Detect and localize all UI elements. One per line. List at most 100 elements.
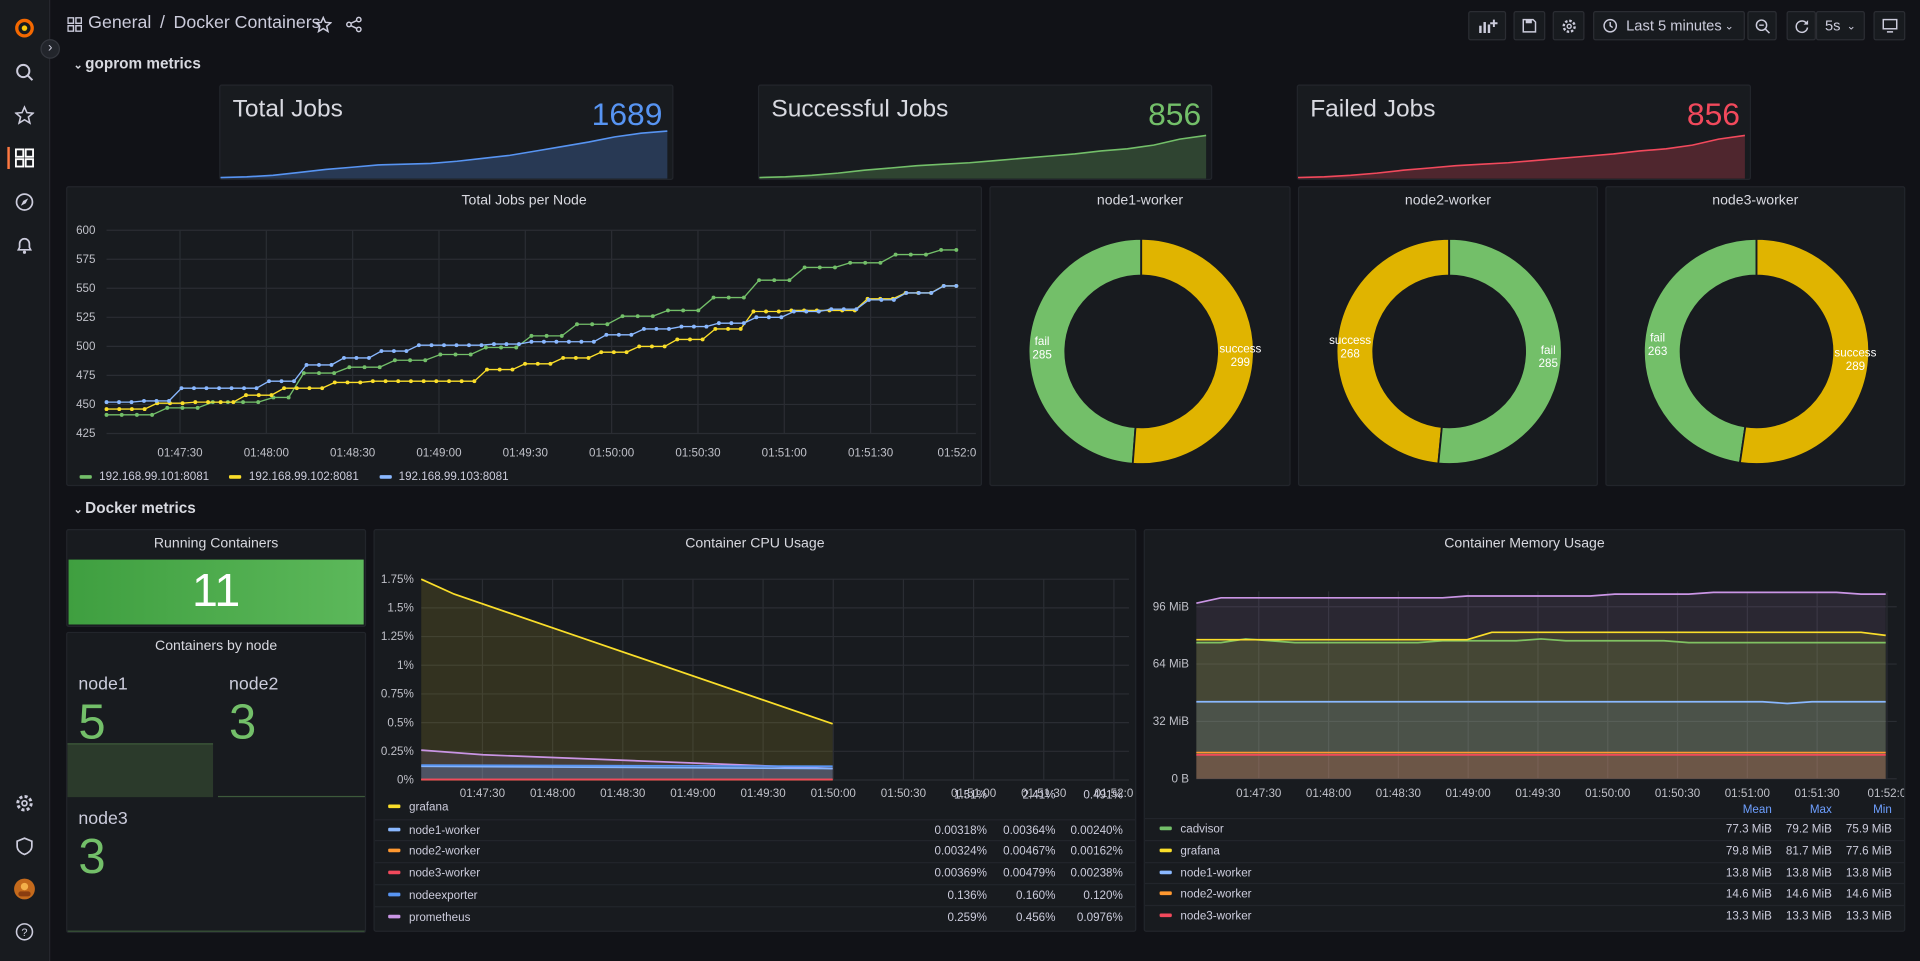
data-point [523, 361, 528, 366]
node-label: node3 [78, 809, 128, 829]
x-tick-label: 01:51:00 [762, 447, 808, 460]
zoom-out-button[interactable] [1747, 11, 1777, 41]
legend-row[interactable]: grafana 1.51% 2.41% 0.491% [375, 789, 1135, 818]
legend-item[interactable]: 192.168.99.103:8081 [379, 470, 509, 484]
stat-panel-successful-jobs[interactable]: Successful Jobs 856 [757, 84, 1213, 181]
legend-row[interactable]: node3-worker 13.3 MiB 13.3 MiB 13.3 MiB [1144, 905, 1905, 926]
x-tick-label: 01:49:00 [416, 447, 462, 460]
row-header-docker[interactable]: ⌄ Docker metrics [73, 500, 195, 517]
sparkline-area [759, 135, 1207, 179]
legend-item[interactable]: 192.168.99.101:8081 [79, 470, 209, 484]
panel-node2-worker[interactable]: node2-worker success 268 fail 285 [1297, 186, 1598, 487]
legend-row[interactable]: node1-worker 13.8 MiB 13.8 MiB 13.8 MiB [1144, 861, 1905, 883]
x-tick-label: 01:50:30 [881, 787, 927, 800]
panel-running-containers[interactable]: Running Containers 11 [66, 528, 367, 627]
panel-node1-worker[interactable]: node1-worker fail 285 success 299 [989, 186, 1291, 487]
data-point [816, 309, 821, 314]
data-point [104, 407, 109, 412]
node-value: 3 [228, 695, 257, 750]
refresh-button[interactable] [1786, 11, 1816, 41]
row-header-goprom[interactable]: ⌄ goprom metrics [73, 55, 200, 72]
star-dashboard-button[interactable] [313, 15, 333, 39]
search-icon[interactable] [12, 60, 36, 84]
legend-value-a: 0.00324% [934, 845, 987, 859]
legend-row[interactable]: grafana 79.8 MiB 81.7 MiB 77.6 MiB [1144, 839, 1905, 861]
panel-total-jobs-per-node[interactable]: Total Jobs per Node 600 575 550 525 500 475 45… [66, 186, 983, 487]
legend-row[interactable]: prometheus 0.259% 0.456% 0.0976% [374, 905, 1136, 927]
data-point [757, 278, 762, 283]
data-point [180, 405, 185, 410]
x-tick-label: 01:48:30 [600, 787, 646, 800]
time-range-picker[interactable]: Last 5 minutes ⌄ [1593, 11, 1745, 41]
panel-title: Total Jobs per Node [461, 193, 587, 209]
data-point [841, 307, 846, 312]
dashboards-icon[interactable] [12, 146, 36, 170]
legend-value-min: 75.9 MiB [1845, 822, 1892, 837]
dashboards-grid-icon[interactable] [67, 16, 83, 38]
panel-containers-by-node[interactable]: Containers by node node1 5 node2 3 node3… [66, 631, 367, 934]
stat-title: Successful Jobs [771, 95, 949, 123]
save-dashboard-button[interactable] [1513, 11, 1546, 41]
series-area [1196, 632, 1886, 779]
data-point [726, 326, 731, 331]
panel-node3-worker[interactable]: node3-worker fail 263 success 289 [1605, 186, 1906, 487]
legend-row[interactable]: node3-worker 0.00369% 0.00479% 0.00238% [374, 862, 1136, 883]
explore-icon[interactable] [12, 190, 36, 214]
legend-row[interactable]: nodeexporter 0.136% 0.160% 0.120% [374, 883, 1136, 905]
panel-container-cpu-usage[interactable]: Container CPU Usage 1.75% 1.5% 1.25% 1% 0.75… [373, 528, 1137, 932]
legend-value-mean: 77.3 MiB [1725, 822, 1772, 837]
legend-value-mean: 79.8 MiB [1725, 844, 1772, 859]
data-point [142, 407, 147, 412]
data-point [679, 324, 684, 329]
data-point [429, 343, 434, 348]
star-icon[interactable] [12, 103, 36, 127]
expand-sidebar-button[interactable]: › [40, 39, 61, 59]
data-point [741, 321, 746, 326]
legend-item[interactable]: 192.168.99.102:8081 [229, 470, 359, 484]
data-point [282, 386, 287, 391]
data-point [688, 337, 692, 342]
data-point [791, 309, 796, 314]
legend-row[interactable]: cadvisor 77.3 MiB 79.2 MiB 75.9 MiB [1144, 817, 1905, 839]
refresh-interval-picker[interactable]: 5s ⌄ [1815, 11, 1865, 41]
node-stat-node1[interactable]: node1 5 [67, 662, 215, 798]
stat-panel-failed-jobs[interactable]: Failed Jobs 856 [1296, 84, 1752, 181]
add-panel-button[interactable] [1468, 11, 1507, 41]
dashboard-title[interactable]: Docker Containers [173, 13, 321, 34]
legend-row[interactable]: node2-worker 0.00324% 0.00467% 0.00162% [374, 840, 1136, 861]
data-point [119, 412, 124, 417]
node-stat-node2[interactable]: node2 3 [217, 662, 365, 798]
pie-slice [1643, 237, 1758, 464]
avatar[interactable] [12, 877, 36, 901]
chevron-down-icon: ⌄ [73, 503, 83, 516]
y-tick-label: 600 [76, 224, 96, 237]
grafana-logo-icon[interactable] [12, 16, 36, 40]
data-point [154, 398, 159, 403]
settings-icon[interactable] [12, 791, 36, 815]
node-sparkline-area [67, 743, 214, 798]
alerting-icon[interactable] [12, 233, 36, 257]
legend-row[interactable]: node1-worker 0.00318% 0.00364% 0.00240% [374, 818, 1136, 840]
breadcrumb-folder[interactable]: General [88, 13, 152, 34]
dashboard-settings-button[interactable] [1552, 11, 1585, 41]
shield-icon[interactable] [12, 834, 36, 858]
legend-value-max: 14.6 MiB [1785, 888, 1832, 902]
panel-container-memory-usage[interactable]: Container Memory Usage 96 MiB 64 MiB 32 Mi… [1143, 528, 1906, 932]
stat-title: Total Jobs [232, 95, 343, 123]
series-line [420, 578, 833, 725]
legend-label: nodeexporter [408, 888, 478, 903]
tv-mode-button[interactable] [1873, 11, 1906, 41]
legend-value-c: 0.00240% [1070, 823, 1123, 838]
stat-panel-total-jobs[interactable]: Total Jobs 1689 [219, 84, 674, 181]
help-icon[interactable]: ? [12, 920, 36, 944]
legend-value-a: 0.00318% [934, 823, 987, 838]
node-stat-node3[interactable]: node3 3 [67, 800, 365, 932]
legend-row[interactable]: node2-worker 14.6 MiB 14.6 MiB 14.6 MiB [1144, 883, 1905, 904]
data-point [370, 379, 375, 384]
header-max[interactable]: Max [1809, 803, 1832, 817]
header-mean[interactable]: Mean [1742, 803, 1772, 817]
header-min[interactable]: Min [1873, 803, 1892, 817]
node-sparkline-area [67, 930, 365, 932]
y-tick-label: 0.75% [381, 688, 414, 701]
share-icon[interactable] [345, 16, 362, 39]
